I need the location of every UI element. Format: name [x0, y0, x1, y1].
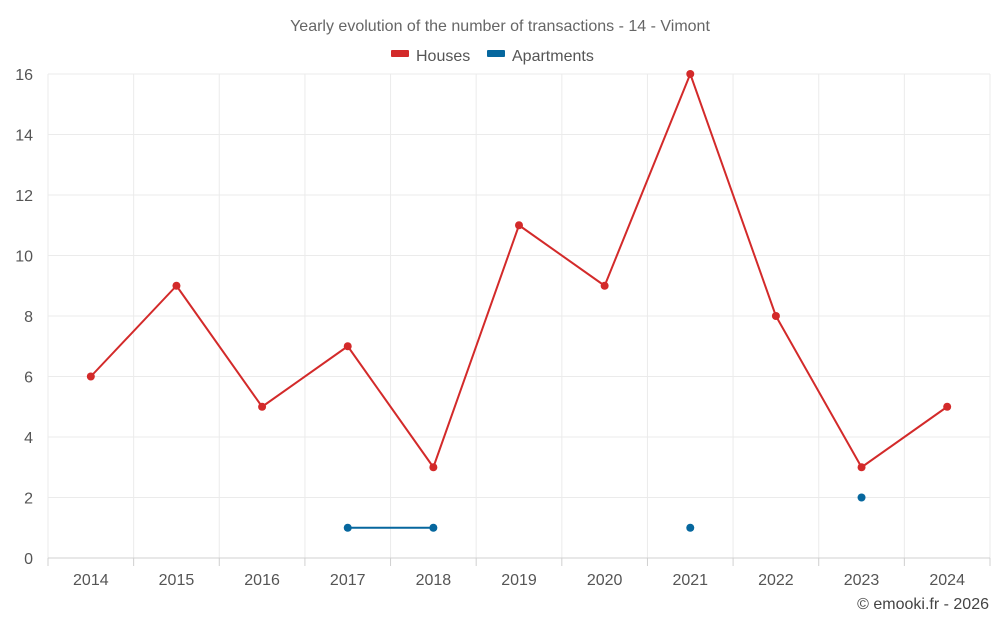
legend-label-apartments[interactable]: Apartments [512, 48, 594, 65]
houses-point [86, 372, 95, 381]
x-tick-label: 2022 [758, 572, 794, 589]
x-tick-label: 2023 [844, 572, 880, 589]
apartments-point [686, 523, 695, 532]
x-tick-label: 2016 [244, 572, 280, 589]
houses-point [172, 281, 181, 290]
series-layer [86, 70, 952, 532]
y-tick-label: 16 [15, 67, 33, 84]
credit: © emooki.fr - 2026 [857, 596, 989, 613]
y-tick-label: 12 [15, 188, 33, 205]
x-axis-ticks: 2014 2015 2016 2017 2018 2019 2020 2021 2022 2023… [47, 558, 991, 589]
houses-point [600, 281, 609, 290]
x-tick-label: 2014 [73, 572, 109, 589]
y-tick-label: 2 [24, 491, 33, 508]
legend-swatch-apartments [487, 50, 505, 57]
houses-point [857, 463, 866, 472]
houses-point [686, 70, 695, 78]
houses-point [258, 402, 267, 411]
y-axis-ticks: 0 2 4 6 8 10 12 14 16 [15, 67, 33, 568]
houses-point [943, 402, 952, 411]
y-tick-label: 0 [24, 551, 33, 568]
y-tick-label: 14 [15, 128, 33, 145]
apartments-point [857, 493, 866, 502]
y-tick-label: 6 [24, 370, 33, 387]
x-tick-label: 2021 [672, 572, 708, 589]
grid [47, 73, 991, 559]
legend: Houses Apartments [391, 48, 594, 65]
x-tick-label: 2020 [587, 572, 623, 589]
y-tick-label: 8 [24, 309, 33, 326]
chart-title: Yearly evolution of the number of transa… [290, 18, 710, 35]
x-tick-label: 2018 [416, 572, 452, 589]
houses-point [515, 221, 523, 230]
x-tick-label: 2017 [330, 572, 366, 589]
apartments-point [429, 523, 438, 532]
x-tick-label: 2019 [501, 572, 537, 589]
x-tick-label: 2015 [159, 572, 195, 589]
legend-swatch-houses [391, 50, 409, 57]
houses-point [429, 463, 438, 472]
legend-label-houses[interactable]: Houses [416, 48, 470, 65]
y-tick-label: 4 [24, 430, 33, 447]
houses-point [771, 312, 780, 320]
y-tick-label: 10 [15, 249, 33, 266]
houses-point [343, 342, 352, 351]
apartments-point [343, 523, 352, 532]
x-tick-label: 2024 [929, 572, 965, 589]
